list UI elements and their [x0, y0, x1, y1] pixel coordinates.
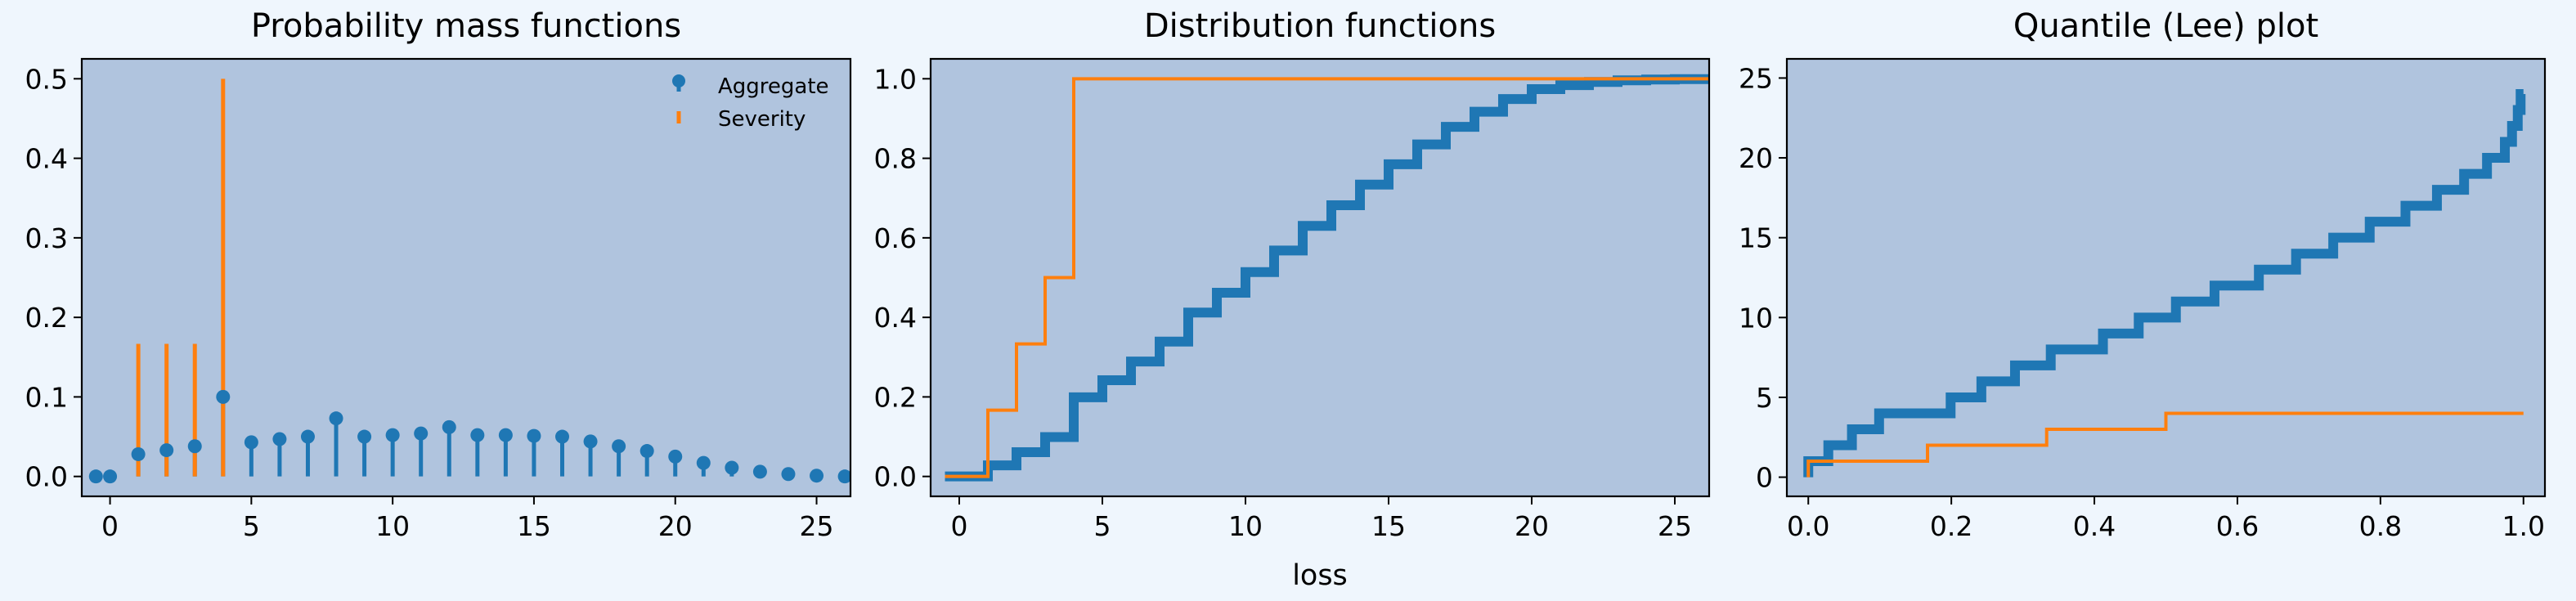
cdf-x-tick-label: 15	[1371, 510, 1406, 542]
cdf-y-tick-label: 1.0	[874, 63, 917, 95]
cdf-ticks: 0 5 10 15 20 25 0.0 0.2 0.4 0.6 0.8 1.0	[874, 63, 1692, 542]
aggregate-marker	[527, 428, 541, 443]
aggregate-marker	[810, 469, 824, 483]
pmf-x-tick-label: 20	[658, 510, 693, 542]
pmf-y-tick-label: 0.1	[25, 381, 68, 413]
pmf-x-tick-label: 15	[517, 510, 551, 542]
aggregate-marker	[498, 428, 513, 442]
aggregate-marker	[88, 469, 103, 484]
quantile-y-tick-label: 20	[1739, 142, 1773, 174]
aggregate-marker	[272, 432, 287, 446]
pmf-y-tick-label: 0.3	[25, 222, 68, 254]
cdf-marks	[945, 74, 1709, 482]
cdf-y-tick-label: 0.0	[874, 461, 917, 493]
pmf-y-tick-label: 0.4	[25, 143, 68, 175]
aggregate-marker	[414, 426, 429, 441]
cdf-x-tick-label: 0	[951, 510, 968, 542]
aggregate-marker	[385, 428, 400, 442]
pmf-x-tick-label: 25	[800, 510, 834, 542]
aggregate-marker	[103, 469, 118, 484]
aggregate-marker	[668, 449, 683, 464]
aggregate-marker	[187, 439, 202, 454]
aggregate-marker	[725, 460, 739, 475]
pmf-marks	[88, 78, 850, 484]
quantile-x-tick-label: 0.2	[1930, 510, 1972, 542]
pmf-panel: 0 5 10 15 20 25 0.0 0.1 0.2 0.3 0.4 0.5 Probability…	[25, 7, 852, 542]
cdf-x-axis-label: loss	[1292, 559, 1348, 592]
cdf-panel: 0 5 10 15 20 25 0.0 0.2 0.4 0.6 0.8 1.0 Distributio…	[874, 7, 1711, 592]
quantile-title: Quantile (Lee) plot	[2013, 7, 2318, 45]
quantile-x-tick-label: 0.0	[1787, 510, 1829, 542]
pmf-ticks: 0 5 10 15 20 25 0.0 0.1 0.2 0.3 0.4 0.5	[25, 63, 834, 542]
aggregate-marker	[131, 446, 146, 461]
quantile-ticks: 0.0 0.2 0.4 0.6 0.8 1.0 0 5 10 15 20 25	[1739, 62, 2545, 542]
aggregate-marker	[159, 443, 174, 458]
cdf-x-tick-label: 5	[1094, 510, 1111, 542]
aggregate-marker	[612, 439, 626, 454]
quantile-y-tick-label: 5	[1756, 382, 1773, 414]
aggregate-marker	[329, 411, 343, 426]
pmf-y-tick-label: 0.2	[25, 302, 68, 334]
pmf-legend: Aggregate Severity	[672, 74, 829, 132]
legend-aggregate-marker	[672, 74, 685, 87]
pmf-x-tick-label: 0	[101, 510, 119, 542]
pmf-plot-area	[82, 59, 850, 496]
aggregate-marker	[837, 469, 850, 484]
cdf-y-tick-label: 0.4	[874, 302, 917, 334]
quantile-x-tick-label: 1.0	[2502, 510, 2545, 542]
quantile-x-tick-label: 0.8	[2359, 510, 2402, 542]
quantile-x-tick-label: 0.6	[2216, 510, 2259, 542]
pmf-y-tick-label: 0.0	[25, 461, 68, 493]
cdf-title: Distribution functions	[1144, 7, 1496, 45]
quantile-y-tick-label: 0	[1756, 462, 1773, 494]
aggregate-marker	[357, 429, 372, 444]
aggregate-marker	[216, 389, 231, 404]
cdf-y-tick-label: 0.8	[874, 143, 917, 175]
pmf-title: Probability mass functions	[251, 7, 681, 45]
aggregate-marker	[583, 434, 598, 449]
aggregate-marker	[442, 419, 456, 434]
quantile-axes-frame	[1785, 57, 2547, 498]
legend-aggregate-label: Aggregate	[718, 74, 829, 99]
pmf-x-tick-label: 10	[375, 510, 410, 542]
cdf-axes-frame	[929, 57, 1711, 498]
aggregate-marker	[244, 435, 258, 450]
quantile-marks	[1803, 88, 2526, 478]
aggregate-marker	[555, 429, 569, 444]
cdf-y-tick-label: 0.2	[874, 381, 917, 413]
pmf-x-tick-label: 5	[243, 510, 260, 542]
quantile-x-tick-label: 0.4	[2073, 510, 2116, 542]
quantile-y-tick-label: 15	[1739, 222, 1773, 254]
pmf-axes-frame	[80, 57, 852, 498]
aggregate-marker	[640, 444, 654, 459]
quantile-y-tick-label: 10	[1739, 302, 1773, 334]
cdf-x-tick-label: 10	[1228, 510, 1263, 542]
aggregate-marker	[752, 464, 767, 479]
quantile-y-tick-label: 25	[1739, 62, 1773, 94]
aggregate-marker	[696, 455, 711, 470]
legend-severity-label: Severity	[718, 107, 806, 132]
pmf-y-tick-label: 0.5	[25, 63, 68, 95]
aggregate-line	[1803, 88, 2526, 478]
severity-line	[1806, 411, 2524, 478]
cdf-x-tick-label: 25	[1658, 510, 1692, 542]
aggregate-marker	[781, 467, 796, 482]
aggregate-marker	[300, 429, 315, 444]
severity-line	[945, 77, 1709, 478]
aggregate-line	[945, 74, 1709, 482]
cdf-y-tick-label: 0.6	[874, 222, 917, 254]
cdf-x-tick-label: 20	[1515, 510, 1549, 542]
quantile-panel: 0.0 0.2 0.4 0.6 0.8 1.0 0 5 10 15 20 25 Quantile (L…	[1739, 7, 2547, 542]
aggregate-marker	[470, 428, 485, 442]
